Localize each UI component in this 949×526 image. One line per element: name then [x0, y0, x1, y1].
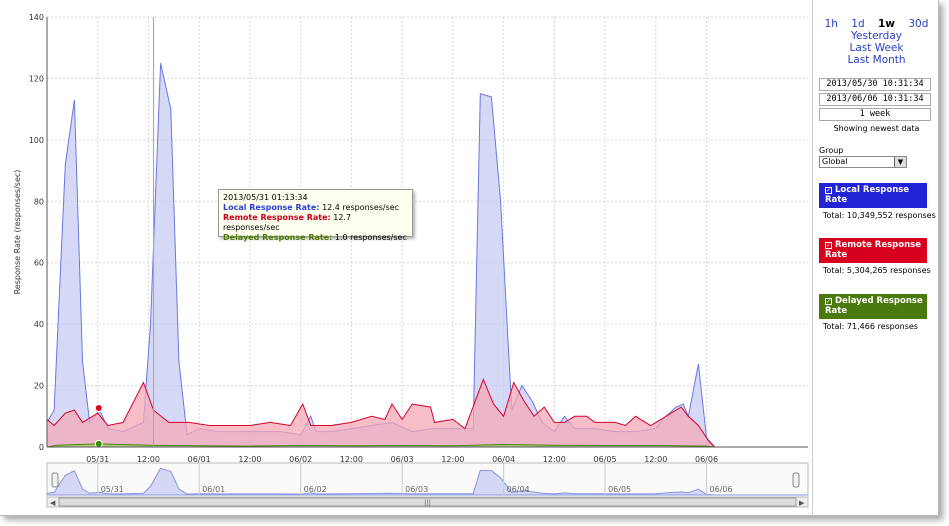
range-30d-link[interactable]: 30d [908, 18, 929, 30]
control-sidebar: 1h 1d 1w 30d Yesterday Last Week Last Mo… [812, 0, 939, 516]
group-select-value: Global [822, 157, 848, 166]
x-tick-label: 06/06 [695, 455, 718, 464]
range-1w-link[interactable]: 1w [878, 18, 896, 30]
navigator-date-label: 06/04 [507, 485, 530, 494]
legend-remote-toggle[interactable]: ✓ Remote Response Rate [819, 238, 927, 263]
y-tick-label: 40 [34, 320, 44, 329]
navigator-series-area [46, 467, 808, 496]
group-select[interactable]: Global ▼ [819, 156, 907, 168]
x-tick-label: 06/05 [594, 455, 617, 464]
x-tick-label: 12:00 [238, 455, 261, 464]
yesterday-link[interactable]: Yesterday [851, 30, 902, 42]
navigator-date-label: 06/05 [608, 485, 631, 494]
navigator-date-label: 05/31 [101, 485, 124, 494]
chart-series [46, 17, 808, 448]
navigator-right-handle[interactable] [792, 472, 800, 488]
navigator-date-label: 06/03 [405, 485, 428, 494]
tooltip-remote-label: Remote Response Rate: [223, 213, 331, 222]
tooltip-remote-value: 12.7 responses/sec [223, 213, 352, 232]
start-date-field[interactable]: 2013/05/30 10:31:34 [819, 78, 931, 91]
navigator-left-handle[interactable] [51, 472, 59, 488]
scroll-right-arrow-icon[interactable]: ▶ [799, 499, 805, 507]
x-tick-label: 12:00 [644, 455, 667, 464]
scroll-left-arrow-icon[interactable]: ◀ [50, 499, 56, 507]
time-range-links: 1h 1d 1w 30d Yesterday Last Week Last Mo… [813, 18, 940, 66]
y-tick-label: 20 [34, 382, 44, 391]
legend-remote-total: Total: 5,304,265 responses [823, 266, 931, 275]
x-tick-label: 06/02 [289, 455, 312, 464]
chart-axes: 0 20 40 60 80 100 120 140 05/31 12:00 06/01 12:00 06… [29, 13, 808, 464]
series-line-2 [46, 443, 808, 448]
y-tick-label: 100 [29, 136, 44, 145]
x-tick-label: 06/04 [492, 455, 515, 464]
x-tick-label: 12:00 [137, 455, 160, 464]
range-1d-link[interactable]: 1d [851, 18, 865, 30]
group-label: Group [819, 146, 844, 155]
response-rate-chart[interactable]: Response Rate (responses/sec) 0 20 40 60 80 1… [0, 0, 812, 516]
range-1h-link[interactable]: 1h [824, 18, 838, 30]
x-tick-label: 12:00 [441, 455, 464, 464]
legend-remote-label: Remote Response Rate [825, 240, 921, 260]
showing-newest-text: Showing newest data [833, 124, 920, 133]
navigator-date-label: 06/02 [304, 485, 327, 494]
x-tick-label: 06/01 [188, 455, 211, 464]
legend-local-label: Local Response Rate [825, 185, 910, 205]
y-tick-label: 60 [34, 259, 44, 268]
x-tick-label: 12:00 [340, 455, 363, 464]
navigator-date-label: 06/01 [202, 485, 225, 494]
series-area-1 [47, 379, 808, 447]
legend-delayed-total: Total: 71,466 responses [823, 322, 918, 331]
data-tooltip: 2013/05/31 01:13:34 Local Response Rate:… [218, 189, 413, 242]
time-navigator[interactable]: 05/31 06/01 06/02 06/03 06/04 06/05 06/06 ◀ ▶ ||| [46, 462, 809, 508]
legend-local-toggle[interactable]: ✓ Local Response Rate [819, 183, 927, 208]
navigator-scroll-thumb[interactable] [58, 497, 797, 507]
last-week-link[interactable]: Last Week [849, 42, 904, 54]
report-frame: Response Rate (responses/sec) 0 20 40 60 80 1… [0, 0, 939, 516]
end-date-field[interactable]: 2013/06/06 10:31:34 [819, 93, 931, 106]
duration-field[interactable]: 1 week [819, 108, 931, 121]
tooltip-local-label: Local Response Rate: [223, 203, 320, 212]
checkbox-icon[interactable]: ✓ [825, 298, 832, 305]
checkbox-icon[interactable]: ✓ [825, 187, 832, 194]
y-axis-label: Response Rate (responses/sec) [13, 170, 22, 295]
legend-local-total: Total: 10,349,552 responses [823, 211, 936, 220]
chevron-down-icon[interactable]: ▼ [894, 157, 906, 167]
x-tick-label: 06/03 [391, 455, 414, 464]
scroll-grip: ||| [424, 499, 431, 507]
tooltip-delayed-value: 1.0 responses/sec [334, 233, 407, 242]
x-tick-label: 05/31 [86, 455, 109, 464]
x-tick-label: 12:00 [543, 455, 566, 464]
hover-marker [94, 403, 103, 412]
checkbox-icon[interactable]: ✓ [825, 242, 832, 249]
navigator-date-label: 06/06 [710, 485, 733, 494]
tooltip-timestamp: 2013/05/31 01:13:34 [223, 193, 308, 202]
y-tick-label: 140 [29, 13, 44, 22]
tooltip-local-value: 12.4 responses/sec [322, 203, 400, 212]
y-tick-label: 80 [34, 197, 44, 206]
y-tick-label: 0 [39, 443, 44, 452]
y-tick-label: 120 [29, 74, 44, 83]
hover-marker [94, 439, 103, 448]
tooltip-delayed-label: Delayed Response Rate: [223, 233, 333, 242]
legend-delayed-toggle[interactable]: ✓ Delayed Response Rate [819, 294, 927, 319]
legend-delayed-label: Delayed Response Rate [825, 296, 923, 316]
last-month-link[interactable]: Last Month [847, 54, 906, 66]
